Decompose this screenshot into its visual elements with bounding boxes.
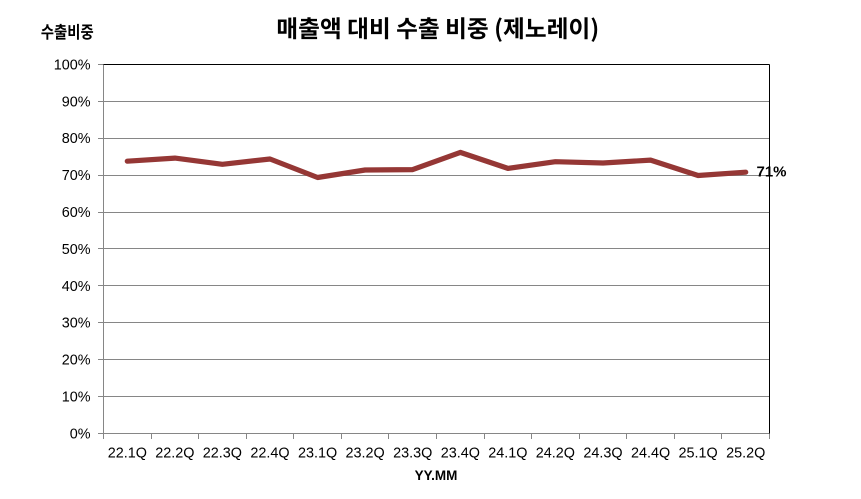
svg-text:24.1Q: 24.1Q: [488, 446, 527, 462]
svg-text:100%: 100%: [54, 57, 91, 73]
svg-text:20%: 20%: [62, 353, 91, 369]
svg-text:24.2Q: 24.2Q: [536, 446, 575, 462]
svg-text:23.2Q: 23.2Q: [345, 446, 384, 462]
svg-text:90%: 90%: [62, 94, 91, 110]
svg-text:70%: 70%: [62, 168, 91, 184]
svg-text:0%: 0%: [70, 426, 91, 442]
svg-text:71%: 71%: [757, 164, 787, 181]
svg-text:25.2Q: 25.2Q: [726, 446, 765, 462]
svg-text:30%: 30%: [62, 316, 91, 332]
svg-text:22.2Q: 22.2Q: [155, 446, 194, 462]
svg-text:25.1Q: 25.1Q: [678, 446, 717, 462]
svg-text:22.4Q: 22.4Q: [250, 446, 289, 462]
svg-text:10%: 10%: [62, 390, 91, 406]
svg-text:23.3Q: 23.3Q: [393, 446, 432, 462]
svg-text:YY.MM: YY.MM: [415, 468, 458, 483]
svg-text:50%: 50%: [62, 242, 91, 258]
svg-text:80%: 80%: [62, 131, 91, 147]
svg-text:60%: 60%: [62, 205, 91, 221]
svg-text:22.1Q: 22.1Q: [108, 446, 147, 462]
svg-text:40%: 40%: [62, 279, 91, 295]
svg-text:24.4Q: 24.4Q: [631, 446, 670, 462]
svg-text:22.3Q: 22.3Q: [203, 446, 242, 462]
svg-text:24.3Q: 24.3Q: [583, 446, 622, 462]
svg-text:23.4Q: 23.4Q: [441, 446, 480, 462]
svg-text:23.1Q: 23.1Q: [298, 446, 337, 462]
